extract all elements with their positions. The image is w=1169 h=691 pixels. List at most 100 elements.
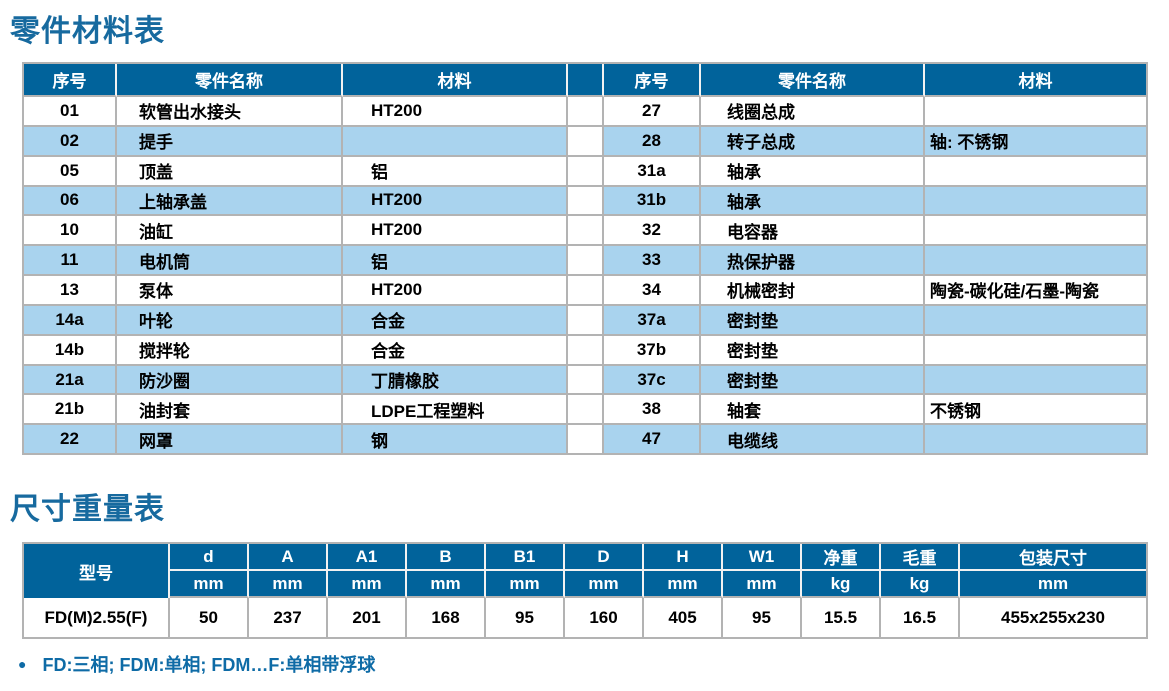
part-name: 轴承: [701, 186, 925, 217]
value-A1: 201: [328, 598, 407, 637]
model-footnote: ● FD:三相; FDM:单相; FDM…F:单相带浮球: [18, 651, 375, 677]
spacer-cell: [568, 395, 604, 426]
spacer-cell: [568, 305, 604, 336]
part-no: 05: [24, 156, 117, 187]
dims-header-row-labels: 型号 d A A1 B B1 D H W1 净重 毛重 包装尺寸: [24, 544, 1146, 598]
dims-data-row: FD(M)2.55(F) 50 237 201 168 95 160 405 9…: [24, 598, 1146, 637]
part-material: HT200: [343, 97, 568, 127]
unit-net-weight: kg: [802, 571, 881, 598]
header-spacer: [568, 64, 604, 97]
unit-gross-weight: kg: [881, 571, 960, 598]
parts-table-title: 零件材料表: [10, 15, 165, 48]
dimensions-table-title: 尺寸重量表: [10, 493, 165, 526]
header-net-weight: 净重: [802, 544, 881, 571]
spacer-cell: [568, 335, 604, 366]
header-model: 型号: [24, 544, 170, 598]
header-d: d: [170, 544, 249, 571]
part-name: 防沙圈: [117, 365, 343, 396]
parts-row: 21a 防沙圈 丁腈橡胶 37c 密封垫: [24, 365, 1146, 396]
header-A: A: [249, 544, 328, 571]
parts-row: 06 上轴承盖 HT200 31b 轴承: [24, 186, 1146, 217]
parts-row: 10 油缸 HT200 32 电容器: [24, 216, 1146, 247]
parts-material-table: 序号 零件名称 材料 序号 零件名称 材料 01 软管出水接头 HT200 27…: [22, 62, 1148, 455]
value-B1: 95: [486, 598, 565, 637]
part-no: 13: [24, 276, 117, 306]
header-gross-weight: 毛重: [881, 544, 960, 571]
part-name: 网罩: [117, 425, 343, 453]
part-no: 37b: [604, 335, 701, 366]
part-material: 铝: [343, 156, 568, 187]
part-material: [343, 126, 568, 157]
part-no: 37a: [604, 305, 701, 336]
part-name: 泵体: [117, 276, 343, 306]
part-no: 21a: [24, 365, 117, 396]
part-material: LDPE工程塑料: [343, 395, 568, 426]
spacer-cell: [568, 276, 604, 306]
part-no: 31a: [604, 156, 701, 187]
part-no: 06: [24, 186, 117, 217]
value-gross-weight: 16.5: [881, 598, 960, 637]
header-package-size: 包装尺寸: [960, 544, 1146, 571]
part-material: [925, 97, 1146, 127]
header-name-right: 零件名称: [701, 64, 925, 97]
part-material: [925, 365, 1146, 396]
parts-row: 21b 油封套 LDPE工程塑料 38 轴套 不锈钢: [24, 395, 1146, 426]
part-no: 31b: [604, 186, 701, 217]
part-name: 轴套: [701, 395, 925, 426]
part-material: HT200: [343, 276, 568, 306]
header-no-right: 序号: [604, 64, 701, 97]
parts-header-row: 序号 零件名称 材料 序号 零件名称 材料: [24, 64, 1146, 97]
part-name: 软管出水接头: [117, 97, 343, 127]
parts-row: 02 提手 28 转子总成 轴: 不锈钢: [24, 126, 1146, 157]
part-name: 油封套: [117, 395, 343, 426]
part-name: 电缆线: [701, 425, 925, 453]
part-name: 轴承: [701, 156, 925, 187]
part-material: 陶瓷-碳化硅/石墨-陶瓷: [925, 276, 1146, 306]
part-material: 合金: [343, 305, 568, 336]
part-name: 油缸: [117, 216, 343, 247]
spacer-cell: [568, 425, 604, 453]
part-no: 37c: [604, 365, 701, 396]
header-material-right: 材料: [925, 64, 1146, 97]
part-no: 14b: [24, 335, 117, 366]
part-material: 丁腈橡胶: [343, 365, 568, 396]
value-net-weight: 15.5: [802, 598, 881, 637]
header-W1: W1: [723, 544, 802, 571]
part-name: 电容器: [701, 216, 925, 247]
bullet-icon: ●: [18, 656, 27, 672]
part-material: 不锈钢: [925, 395, 1146, 426]
part-material: 合金: [343, 335, 568, 366]
parts-row: 01 软管出水接头 HT200 27 线圈总成: [24, 97, 1146, 127]
part-material: 铝: [343, 246, 568, 277]
part-material: HT200: [343, 186, 568, 217]
spacer-cell: [568, 365, 604, 396]
part-name: 线圈总成: [701, 97, 925, 127]
parts-row: 14a 叶轮 合金 37a 密封垫: [24, 305, 1146, 336]
value-W1: 95: [723, 598, 802, 637]
part-name: 机械密封: [701, 276, 925, 306]
part-material: [925, 246, 1146, 277]
unit-D: mm: [565, 571, 644, 598]
part-material: [925, 305, 1146, 336]
part-material: [925, 425, 1146, 453]
unit-B1: mm: [486, 571, 565, 598]
part-material: [925, 156, 1146, 187]
part-no: 27: [604, 97, 701, 127]
part-no: 11: [24, 246, 117, 277]
part-name: 密封垫: [701, 335, 925, 366]
spacer-cell: [568, 246, 604, 277]
unit-H: mm: [644, 571, 723, 598]
parts-row: 22 网罩 钢 47 电缆线: [24, 425, 1146, 453]
part-no: 01: [24, 97, 117, 127]
spacer-cell: [568, 216, 604, 247]
part-no: 47: [604, 425, 701, 453]
value-B: 168: [407, 598, 486, 637]
value-package-size: 455x255x230: [960, 598, 1146, 637]
part-no: 38: [604, 395, 701, 426]
part-material: HT200: [343, 216, 568, 247]
parts-row: 13 泵体 HT200 34 机械密封 陶瓷-碳化硅/石墨-陶瓷: [24, 276, 1146, 306]
part-material: 钢: [343, 425, 568, 453]
part-name: 提手: [117, 126, 343, 157]
part-name: 叶轮: [117, 305, 343, 336]
